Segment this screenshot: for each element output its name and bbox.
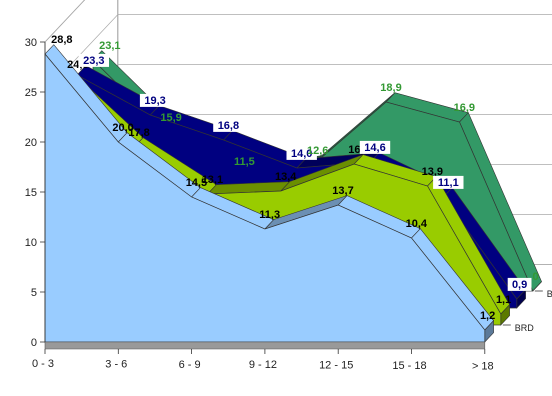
data-label-bg xyxy=(286,146,317,160)
data-label: 18,9 xyxy=(380,82,401,94)
data-label: 11,5 xyxy=(234,156,255,168)
data-label-text: 1,1 xyxy=(496,294,511,306)
data-label-text: 19,3 xyxy=(144,95,165,107)
data-label-text: 0 xyxy=(533,271,539,283)
data-label: 13,1 xyxy=(202,174,223,186)
data-label: 23,3 xyxy=(78,53,109,67)
data-label: 15,9 xyxy=(160,112,181,124)
depth-label: BW xyxy=(547,289,552,299)
data-label-text: 11,3 xyxy=(259,209,280,221)
series-end-side xyxy=(532,281,542,292)
data-label-text: 14,6 xyxy=(364,142,385,154)
data-label-text: 28,8 xyxy=(51,34,72,46)
series-areas xyxy=(44,44,542,343)
data-label-bg xyxy=(78,53,109,67)
y-tick-label: 20 xyxy=(25,137,37,149)
data-label: 23,1 xyxy=(99,40,120,52)
data-label-text: 13,1 xyxy=(202,174,223,186)
y-tick-label: 15 xyxy=(25,187,37,199)
data-label-text: 10,4 xyxy=(406,218,428,230)
data-label-text: 18,9 xyxy=(380,82,401,94)
data-label: 0 xyxy=(533,271,539,283)
data-label: 13,9 xyxy=(422,166,443,178)
x-axis: 0 - 3 3 - 6 6 - 9 9 - 12 12 - 15 15 - 18 > 18 xyxy=(32,349,494,372)
data-label-text: 14,5 xyxy=(186,177,207,189)
depth-axis: BRD BW xyxy=(502,289,552,333)
data-label-text: 20,0 xyxy=(112,122,133,134)
data-label-text: 23,3 xyxy=(83,55,104,67)
y-axis: 0 5 10 15 20 25 30 xyxy=(25,37,46,349)
chart-floor xyxy=(44,341,486,350)
y-tick-label: 5 xyxy=(31,287,37,299)
floor-front-edge xyxy=(44,341,486,350)
data-label: 11,3 xyxy=(259,209,280,221)
data-label-text: 13,7 xyxy=(332,185,353,197)
data-label: 1,2 xyxy=(480,310,495,322)
data-label: 11,1 xyxy=(433,175,464,189)
y-tick-label: 10 xyxy=(25,237,37,249)
data-label: 13,7 xyxy=(332,185,353,197)
data-label-text: 15,9 xyxy=(160,112,181,124)
data-label-bg xyxy=(139,93,171,107)
x-tick-label: 0 - 3 xyxy=(32,358,54,370)
data-label: 14,6 xyxy=(359,140,391,154)
data-label: 13,4 xyxy=(275,171,297,183)
data-label-text: 17,8 xyxy=(128,127,149,139)
gridline xyxy=(44,0,86,43)
x-tick-label: 3 - 6 xyxy=(105,358,127,370)
data-label: 16,8 xyxy=(213,118,244,132)
x-tick-label: 12 - 15 xyxy=(319,360,353,372)
x-tick-label: 15 - 18 xyxy=(392,360,426,372)
x-tick-label: 6 - 9 xyxy=(179,359,201,371)
data-label: 14,0 xyxy=(286,146,317,160)
data-label-text: 0,9 xyxy=(512,279,527,291)
data-label-bg xyxy=(433,175,464,189)
data-label-text: 16,8 xyxy=(218,120,239,132)
data-labels: 28,820,014,511,313,710,41,224,617,813,1 1… xyxy=(51,34,539,322)
y-tick-label: 25 xyxy=(25,87,37,99)
y-tick-label: 30 xyxy=(25,37,37,49)
y-tick-label: 0 xyxy=(31,337,37,349)
data-label: 28,8 xyxy=(51,34,72,46)
data-label-text: 11,1 xyxy=(438,177,459,189)
data-label: 17,8 xyxy=(128,127,149,139)
data-label: 1,1 xyxy=(496,294,511,306)
data-label-text: 13,4 xyxy=(275,171,297,183)
data-label: 20,0 xyxy=(112,122,133,134)
data-label: 12,6 xyxy=(307,145,328,157)
data-label-text: 1,2 xyxy=(480,310,495,322)
data-label-text: 14,0 xyxy=(291,148,312,160)
data-label: 16,9 xyxy=(454,102,475,114)
data-label: 19,3 xyxy=(139,93,171,107)
data-label: 14,5 xyxy=(186,177,207,189)
data-label: 10,4 xyxy=(406,218,428,230)
data-label-text: 16,9 xyxy=(454,102,475,114)
data-label-text: 23,1 xyxy=(99,40,120,52)
data-label-text: 11,5 xyxy=(234,156,255,168)
x-tick-label: > 18 xyxy=(472,360,494,372)
data-label-bg xyxy=(213,118,244,132)
data-label-text: 13,9 xyxy=(422,166,443,178)
depth-label: BRD xyxy=(515,323,535,333)
data-label-text: 12,6 xyxy=(307,145,328,157)
x-tick-label: 9 - 12 xyxy=(249,359,277,371)
data-label: 0,9 xyxy=(507,277,532,291)
data-label-bg xyxy=(507,277,532,291)
data-label-bg xyxy=(359,140,391,154)
